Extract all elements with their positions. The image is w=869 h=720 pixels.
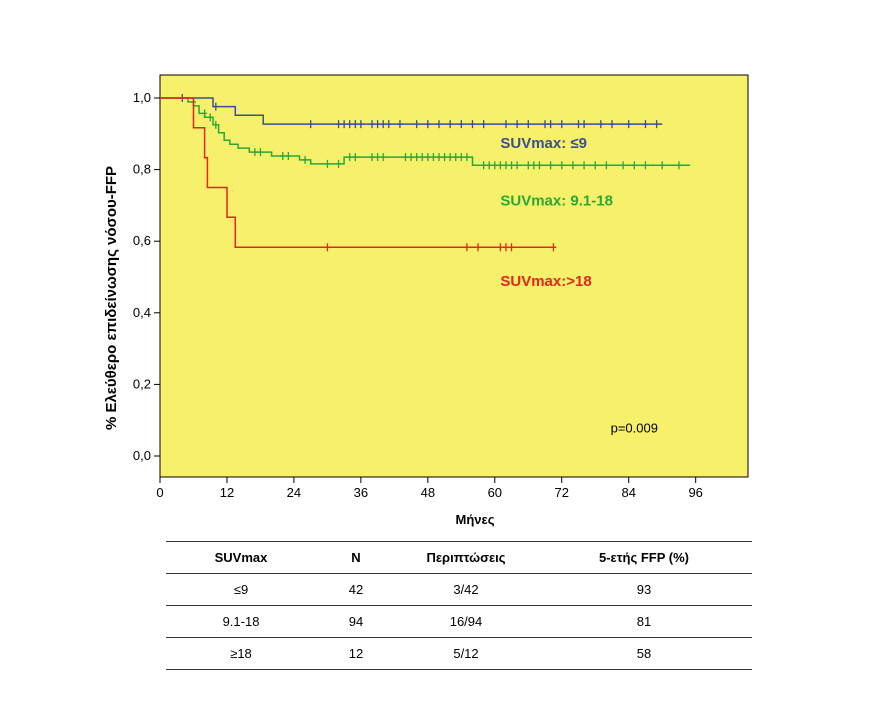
y-tick-label: 0,6	[133, 233, 151, 248]
cell-n: 12	[316, 637, 396, 670]
table-row: ≥18 12 5/12 58	[166, 637, 752, 670]
x-tick-label: 0	[156, 485, 163, 500]
series-group	[160, 97, 557, 252]
x-tick-label: 12	[220, 485, 234, 500]
series-label: SUVmax:>18	[500, 273, 591, 290]
x-tick-label: 60	[488, 485, 502, 500]
series-layer	[160, 94, 691, 252]
x-tick-label: 96	[688, 485, 702, 500]
x-tick-label: 84	[621, 485, 635, 500]
x-axis-label: Μήνες	[456, 512, 495, 527]
header-suvmax: SUVmax	[166, 541, 316, 574]
series-line	[160, 97, 557, 249]
table-row: ≤9 42 3/42 93	[166, 573, 752, 606]
cell-events: 3/42	[396, 573, 536, 606]
cell-events: 5/12	[396, 637, 536, 670]
header-events: Περιπτώσεις	[396, 541, 536, 574]
survival-chart: 0,0 0,2 0,4 0,6 0,8 1,0 0 12 24 36 48 60 72 84 96 SUVm…	[103, 74, 749, 527]
x-tick-label: 48	[421, 485, 435, 500]
y-tick-label: 0,0	[133, 448, 151, 463]
series-label: SUVmax: ≤9	[500, 135, 587, 152]
x-tick-label: 72	[555, 485, 569, 500]
cell-ffp: 81	[536, 605, 752, 638]
cell-ffp: 58	[536, 637, 752, 670]
cell-n: 42	[316, 573, 396, 606]
y-axis-label: % Ελεύθερο επιδείνωσης νόσου-FFP	[103, 166, 120, 430]
y-tick-label: 0,2	[133, 376, 151, 391]
series-group	[160, 94, 663, 129]
y-tick-label: 1,0	[133, 90, 151, 105]
cell-suvmax: ≤9	[166, 573, 316, 606]
labels-layer: SUVmax: ≤9 SUVmax: 9.1-18 SUVmax:>18 p=0.00…	[500, 135, 658, 436]
header-ffp: 5-ετής FFP (%)	[536, 541, 752, 574]
cell-ffp: 93	[536, 573, 752, 606]
x-tick-label: 36	[354, 485, 368, 500]
summary-table: SUVmax N Περιπτώσεις 5-ετής FFP (%) ≤9 4…	[166, 541, 752, 670]
axes: 0,0 0,2 0,4 0,6 0,8 1,0 0 12 24 36 48 60 72 84 96	[133, 90, 703, 500]
y-tick-label: 0,8	[133, 162, 151, 177]
table-header-row: SUVmax N Περιπτώσεις 5-ετής FFP (%)	[166, 541, 752, 574]
series-line	[160, 97, 691, 167]
plot-background	[159, 74, 749, 478]
table-row: 9.1-18 94 16/94 81	[166, 605, 752, 638]
p-value-label: p=0.009	[611, 421, 658, 436]
cell-events: 16/94	[396, 605, 536, 638]
cell-suvmax: 9.1-18	[166, 605, 316, 638]
cell-suvmax: ≥18	[166, 637, 316, 670]
series-group	[160, 97, 691, 170]
series-label: SUVmax: 9.1-18	[500, 192, 613, 209]
x-tick-label: 24	[287, 485, 301, 500]
series-line	[160, 97, 663, 125]
header-n: N	[316, 541, 396, 574]
cell-n: 94	[316, 605, 396, 638]
y-tick-label: 0,4	[133, 305, 151, 320]
